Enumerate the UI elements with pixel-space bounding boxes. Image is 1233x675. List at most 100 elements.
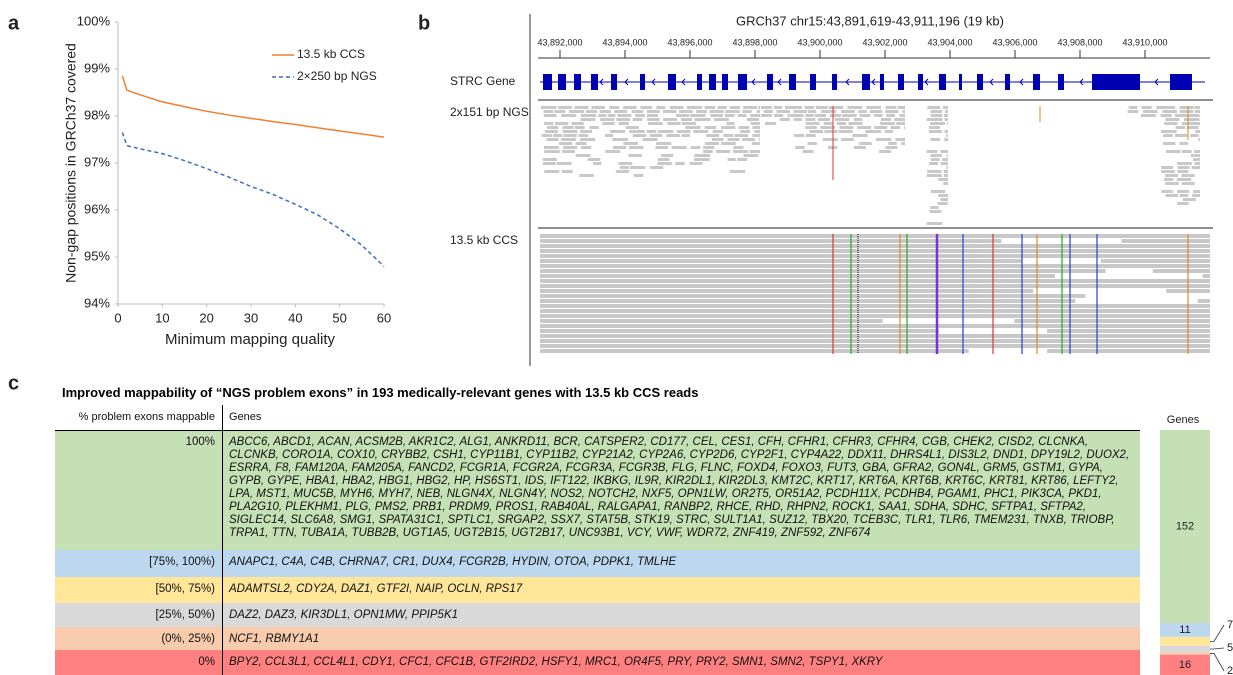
ngs-read bbox=[1165, 174, 1178, 177]
ngs-read bbox=[728, 158, 736, 161]
ngs-read bbox=[1181, 174, 1194, 177]
ngs-read bbox=[805, 118, 815, 121]
ngs-read bbox=[598, 114, 606, 117]
ngs-read bbox=[854, 118, 862, 121]
ngs-read bbox=[839, 126, 853, 129]
ngs-read bbox=[1177, 170, 1188, 173]
ngs-read bbox=[647, 130, 657, 133]
ngs-read bbox=[690, 114, 705, 117]
ngs-read bbox=[602, 122, 614, 125]
bar-segment bbox=[1160, 652, 1210, 655]
ngs-read bbox=[590, 126, 599, 129]
exon bbox=[668, 74, 676, 90]
ngs-read bbox=[579, 134, 589, 137]
ngs-read bbox=[885, 146, 897, 149]
ngs-read bbox=[619, 122, 629, 125]
ngs-read bbox=[818, 118, 830, 121]
ngs-read bbox=[705, 142, 719, 145]
ngs-read bbox=[1161, 106, 1175, 109]
ngs-read bbox=[670, 106, 684, 109]
ngs-read bbox=[735, 134, 749, 137]
ngs-read bbox=[626, 126, 639, 129]
x-tick-label: 50 bbox=[332, 310, 346, 325]
ruler-tick-label: 43,898,000 bbox=[732, 37, 777, 47]
ngs-read bbox=[725, 114, 735, 117]
ngs-read bbox=[1175, 134, 1187, 137]
ngs-read bbox=[541, 106, 556, 109]
ngs-read bbox=[1162, 110, 1177, 113]
ngs-read bbox=[710, 114, 723, 117]
ccs-read bbox=[540, 319, 1210, 323]
ngs-read bbox=[635, 114, 645, 117]
ccs-read bbox=[540, 339, 1210, 343]
exon bbox=[640, 74, 645, 90]
ngs-read bbox=[944, 174, 948, 177]
ngs-read bbox=[927, 174, 942, 177]
ngs-read bbox=[547, 126, 558, 129]
ngs-read bbox=[1182, 150, 1192, 153]
ngs-read bbox=[608, 114, 616, 117]
ngs-read bbox=[754, 130, 760, 133]
ngs-read bbox=[562, 126, 573, 129]
ngs-read bbox=[543, 162, 556, 165]
ngs-read bbox=[1191, 154, 1200, 157]
ngs-read bbox=[632, 110, 644, 113]
ngs-read bbox=[1195, 110, 1200, 113]
ngs-read bbox=[613, 146, 626, 149]
ngs-read bbox=[647, 110, 660, 113]
ngs-read bbox=[1195, 106, 1200, 109]
ngs-read bbox=[630, 166, 645, 169]
ccs-read bbox=[540, 234, 1210, 238]
ngs-read bbox=[774, 106, 782, 109]
ngs-read bbox=[718, 106, 727, 109]
line bbox=[122, 132, 384, 266]
ngs-read bbox=[623, 142, 638, 145]
leader-line bbox=[1210, 648, 1224, 649]
ngs-read bbox=[794, 118, 802, 121]
exon bbox=[862, 74, 870, 90]
ngs-read bbox=[938, 194, 948, 197]
ngs-read bbox=[663, 110, 677, 113]
ngs-read bbox=[572, 122, 584, 125]
ngs-read bbox=[629, 130, 645, 133]
ruler-tick-label: 43,892,000 bbox=[537, 37, 582, 47]
ngs-read bbox=[757, 110, 760, 113]
ccs-read bbox=[540, 254, 1210, 258]
ngs-read bbox=[888, 142, 896, 145]
ngs-read bbox=[902, 110, 905, 113]
ngs-read bbox=[931, 114, 942, 117]
column-rule bbox=[222, 405, 223, 675]
ngs-read bbox=[685, 126, 700, 129]
bar-label: 11 bbox=[1179, 624, 1190, 636]
ngs-read bbox=[628, 154, 641, 157]
ccs-gap bbox=[1001, 239, 1121, 243]
ngs-read bbox=[761, 106, 772, 109]
ngs-read bbox=[885, 110, 898, 113]
ngs-read bbox=[901, 142, 905, 145]
ngs-read bbox=[691, 146, 701, 149]
ngs-read bbox=[815, 114, 827, 117]
ngs-read bbox=[1162, 114, 1172, 117]
ngs-read bbox=[1191, 114, 1200, 117]
ngs-read bbox=[579, 174, 593, 177]
ccs-read bbox=[540, 314, 1210, 318]
ngs-read bbox=[576, 154, 591, 157]
ngs-read bbox=[944, 114, 948, 117]
ngs-read bbox=[716, 150, 730, 153]
ngs-read bbox=[930, 122, 945, 125]
ngs-read bbox=[944, 138, 948, 141]
ngs-read bbox=[634, 174, 643, 177]
ngs-read bbox=[547, 138, 559, 141]
exon bbox=[738, 74, 747, 90]
ngs-read bbox=[947, 166, 948, 169]
exon bbox=[709, 74, 716, 90]
ngs-read bbox=[617, 114, 631, 117]
ngs-read bbox=[805, 126, 816, 129]
exon bbox=[697, 74, 702, 90]
ngs-read bbox=[824, 130, 837, 133]
ccs-read bbox=[540, 284, 1210, 288]
bar-segment bbox=[1160, 637, 1210, 646]
ngs-read bbox=[930, 110, 942, 113]
bar-label: 152 bbox=[1176, 520, 1194, 532]
ngs-read bbox=[563, 130, 578, 133]
